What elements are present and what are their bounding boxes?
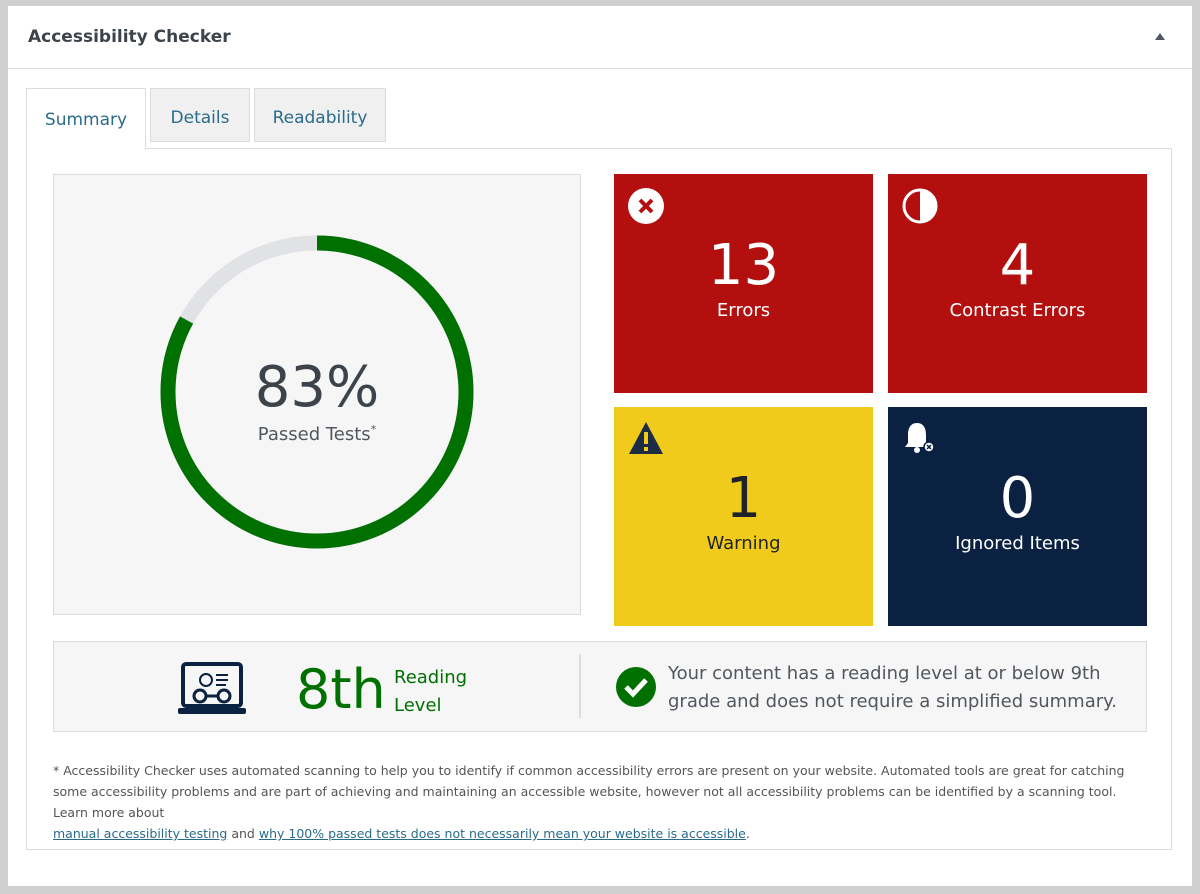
ignored-icon xyxy=(905,423,935,453)
tab[interactable]: Readability xyxy=(254,88,386,142)
collapse-toggle[interactable] xyxy=(1154,31,1166,41)
tile-count: 4 xyxy=(999,233,1036,298)
panel-header: Accessibility Checker xyxy=(8,6,1192,69)
warning-icon xyxy=(629,422,663,454)
tile-label: Warning xyxy=(706,533,781,554)
reading-message: Your content has a reading level at or b… xyxy=(668,663,1117,712)
score-caption: Passed Tests* xyxy=(54,423,580,445)
check-icon xyxy=(616,667,656,707)
tile-count: 0 xyxy=(999,466,1036,531)
caption-text: Passed Tests xyxy=(257,424,371,445)
tile-label: Errors xyxy=(716,300,771,321)
ignored-tile[interactable]: 0 Ignored Items xyxy=(888,407,1147,626)
tile-count: 13 xyxy=(707,233,780,298)
reading-label-line: Level xyxy=(394,695,442,716)
contrast-icon xyxy=(902,188,938,224)
donut-chart xyxy=(160,235,474,549)
reading-label: Reading Level xyxy=(394,664,467,720)
tile-count: 1 xyxy=(725,466,762,531)
divider xyxy=(579,654,581,718)
tab[interactable]: Details xyxy=(150,88,250,142)
errors-tile[interactable]: 13 Errors xyxy=(614,174,873,393)
donut-arc xyxy=(160,235,474,549)
reading-icon xyxy=(178,662,246,714)
footnote-text: * Accessibility Checker uses automated s… xyxy=(53,763,1125,820)
footnote-text: and xyxy=(231,826,255,841)
score-value: 83% xyxy=(254,355,380,420)
reading-label-line: Reading xyxy=(394,667,468,688)
footnote: * Accessibility Checker uses automated s… xyxy=(53,760,1143,844)
footnote-text: . xyxy=(745,826,750,841)
contrast-tile[interactable]: 4 Contrast Errors xyxy=(888,174,1147,393)
error-icon xyxy=(628,188,664,224)
tile-label: Contrast Errors xyxy=(949,300,1086,321)
reading-grade: 8th xyxy=(296,658,386,721)
score-card: 83% Passed Tests* xyxy=(53,174,581,615)
reading-level-bar: 8th Reading Level Your content has a read… xyxy=(53,641,1147,732)
caption-mark: * xyxy=(370,423,377,436)
warning-tile[interactable]: 1 Warning xyxy=(614,407,873,626)
panel-title: Accessibility Checker xyxy=(28,27,231,47)
tile-label: Ignored Items xyxy=(955,533,1080,554)
tab-active[interactable]: Summary xyxy=(26,88,146,150)
link[interactable]: why 100% passed tests does not necessari… xyxy=(258,826,746,841)
link[interactable]: manual accessibility testing xyxy=(53,826,228,841)
